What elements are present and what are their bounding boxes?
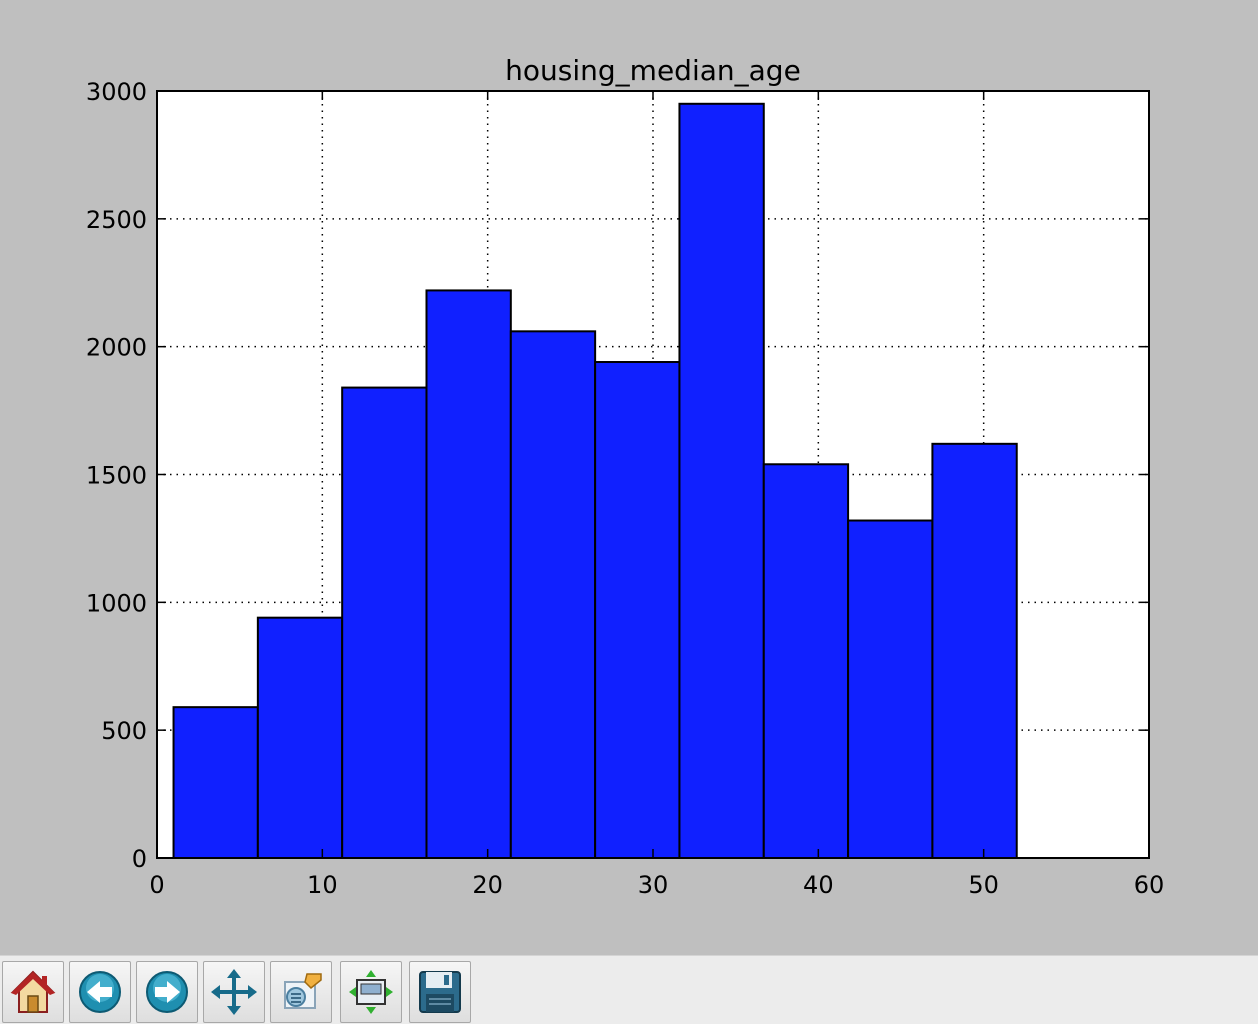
x-tick-label: 30 <box>638 871 669 899</box>
save-button[interactable] <box>409 961 471 1023</box>
histogram-bar-7 <box>678 102 765 860</box>
chart-title: housing_median_age <box>505 54 801 87</box>
y-tick-label: 1000 <box>86 589 147 617</box>
y-tick-label: 0 <box>132 845 147 873</box>
y-tick-label: 2000 <box>86 334 147 362</box>
histogram-bar-1 <box>172 706 259 860</box>
x-tick-label: 10 <box>307 871 338 899</box>
histogram-bar-10 <box>931 442 1018 859</box>
x-tick-label: 50 <box>968 871 999 899</box>
y-tick-label: 3000 <box>86 78 147 106</box>
histogram-bar-2 <box>256 616 344 859</box>
histogram-chart: 0 10 20 30 40 50 60 0 500 1000 1500 2000 2500 3000 ho… <box>86 54 1164 899</box>
zoom-button[interactable] <box>270 961 332 1023</box>
save-floppy-icon <box>419 971 461 1013</box>
home-icon <box>10 970 56 1013</box>
forward-button[interactable] <box>136 961 198 1023</box>
axis-ticks: 0 10 20 30 40 50 60 0 500 1000 1500 2000 2500 3000 <box>86 78 1164 899</box>
y-tick-label: 1500 <box>86 462 147 490</box>
navigation-toolbar <box>0 955 1258 1024</box>
pan-move-icon <box>211 969 257 1015</box>
x-tick-label: 20 <box>472 871 503 899</box>
back-button[interactable] <box>69 961 131 1023</box>
forward-arrow-icon <box>146 971 188 1013</box>
histogram-bars <box>172 102 1018 860</box>
y-tick-label: 500 <box>101 717 147 745</box>
back-arrow-icon <box>79 971 121 1013</box>
configure-subplots-button[interactable] <box>340 961 402 1023</box>
histogram-bar-6 <box>594 361 681 859</box>
y-tick-label: 2500 <box>86 206 147 234</box>
histogram-bar-4 <box>425 289 512 860</box>
x-tick-label: 60 <box>1134 871 1165 899</box>
x-tick-label: 0 <box>149 871 164 899</box>
x-tick-label: 40 <box>803 871 834 899</box>
histogram-bar-5 <box>509 330 597 859</box>
pan-button[interactable] <box>203 961 265 1023</box>
home-button[interactable] <box>2 961 64 1023</box>
histogram-bar-9 <box>847 519 934 860</box>
figure-canvas: 0 10 20 30 40 50 60 0 500 1000 1500 2000 2500 3000 ho… <box>85 54 1165 899</box>
zoom-rect-icon <box>284 973 322 1009</box>
histogram-bar-8 <box>762 463 850 859</box>
subplots-icon <box>349 970 393 1014</box>
histogram-bar-3 <box>341 386 428 859</box>
